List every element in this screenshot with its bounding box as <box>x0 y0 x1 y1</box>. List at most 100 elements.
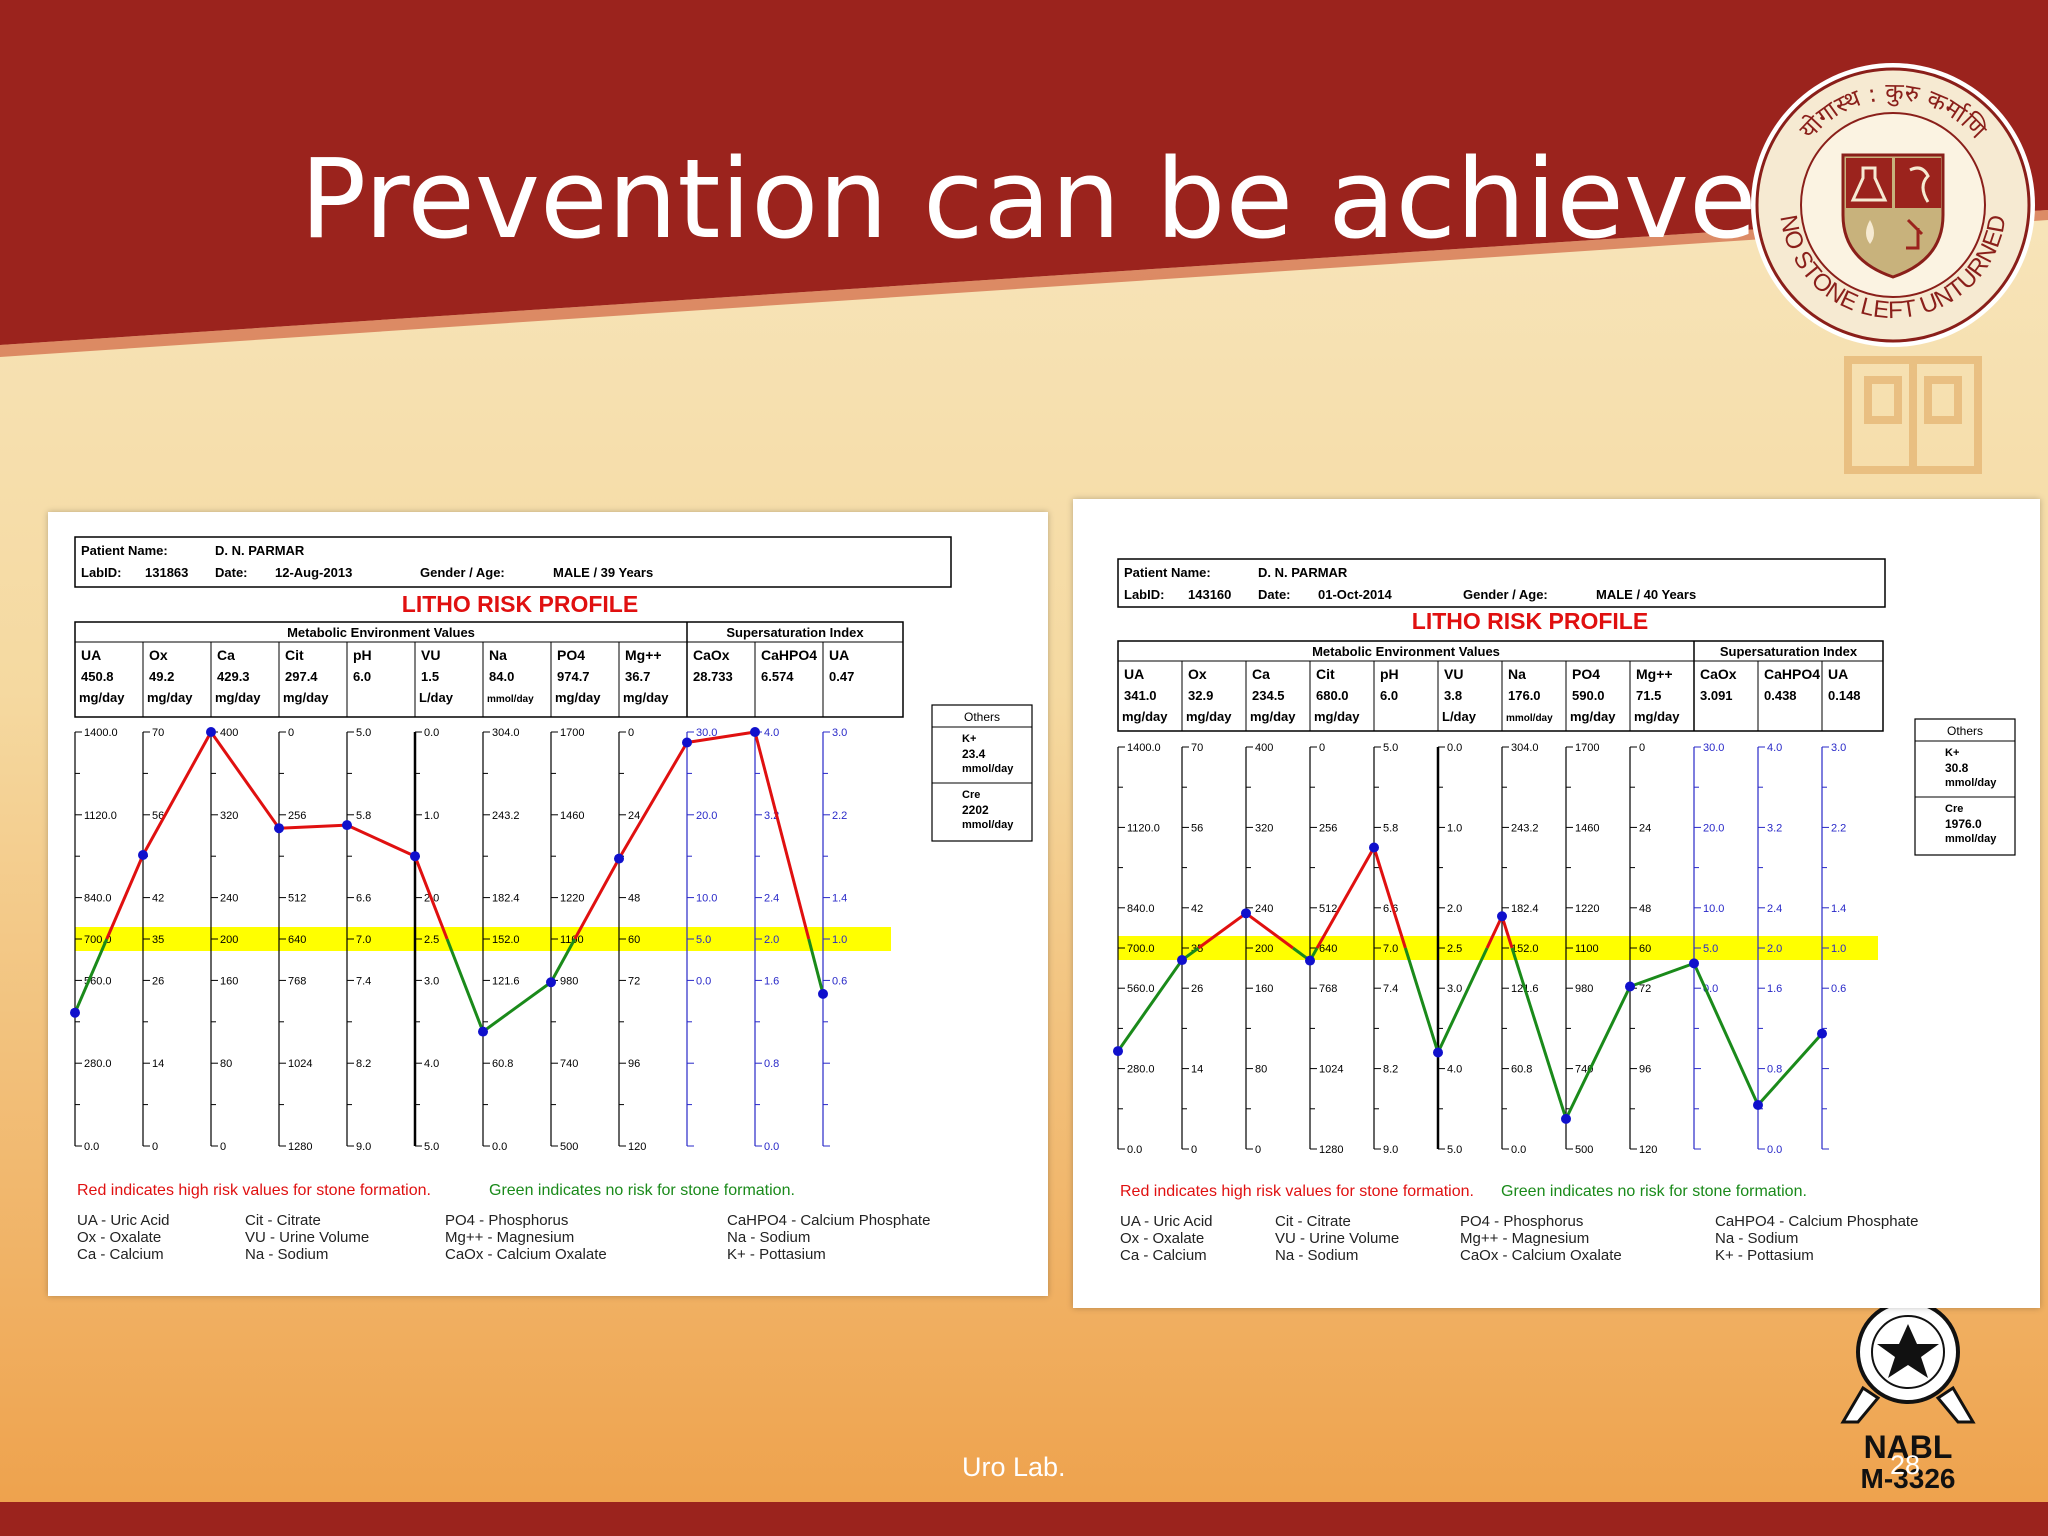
footer-bar <box>0 1502 2048 1536</box>
risk-line-segment <box>1500 915 1514 949</box>
tick-label: 0.6 <box>1831 983 1846 995</box>
tick-label: 120 <box>628 1141 646 1153</box>
others-cre-value: 1976.0 <box>1945 817 1982 831</box>
tick-label: 740 <box>560 1058 578 1070</box>
tick-label: 768 <box>288 975 306 987</box>
tick-label: 1460 <box>1575 822 1599 834</box>
tick-label: 4.0 <box>1767 742 1782 754</box>
tick-label: 10.0 <box>1703 903 1724 915</box>
data-point-CaHPO4 <box>750 727 760 737</box>
tick-label: 5.0 <box>356 727 371 739</box>
tick-label: 1280 <box>1319 1144 1343 1156</box>
tick-label: 700.0 <box>1127 943 1155 955</box>
abbreviation: PO4 - Phosphorus <box>1460 1213 1583 1230</box>
col-value-Ox: 32.9 <box>1188 688 1213 703</box>
col-value-Mg++: 36.7 <box>625 669 650 684</box>
risk-line-segment <box>1197 912 1247 950</box>
col-value-Na: 176.0 <box>1508 688 1541 703</box>
data-point-Na <box>1497 911 1507 922</box>
tick-label: 512 <box>288 893 306 905</box>
tick-label: 0 <box>288 727 294 739</box>
col-name-Na: Na <box>1508 666 1526 682</box>
col-name-Na: Na <box>489 647 507 663</box>
tick-label: 240 <box>1255 903 1273 915</box>
tick-label: 1024 <box>1319 1064 1343 1076</box>
tick-label: 1120.0 <box>1127 822 1160 834</box>
tick-label: 0.0 <box>1767 1144 1782 1156</box>
tick-label: 512 <box>1319 903 1337 915</box>
col-name-VU: VU <box>1444 666 1463 682</box>
col-unit-PO4: mg/day <box>555 690 601 705</box>
risk-line-segment <box>445 938 485 1033</box>
tick-label: 48 <box>1639 903 1651 915</box>
col-name-Cit: Cit <box>1316 666 1335 682</box>
chart-title: LITHO RISK PROFILE <box>1412 608 1648 634</box>
footer-label: Uro Lab. <box>962 1452 1066 1482</box>
tick-label: 0 <box>152 1141 158 1153</box>
tick-label: 7.4 <box>1383 983 1398 995</box>
value-table <box>74 621 904 718</box>
date-value: 01-Oct-2014 <box>1318 587 1392 602</box>
group-super-label: Supersaturation Index <box>1720 644 1858 659</box>
risk-line-segment <box>346 823 416 858</box>
tick-label: 6.6 <box>356 893 371 905</box>
tick-label: 4.0 <box>1447 1064 1462 1076</box>
patient-name: D. N. PARMAR <box>215 543 305 558</box>
tick-label: 280.0 <box>84 1058 112 1070</box>
tick-label: 5.0 <box>1447 1144 1462 1156</box>
labid-value: 131863 <box>145 565 188 580</box>
col-value-CaOx: 3.091 <box>1700 688 1733 703</box>
tick-label: 24 <box>628 810 640 822</box>
col-value-Na: 84.0 <box>489 669 514 684</box>
col-name-Ca: Ca <box>1252 666 1270 682</box>
risk-line-segment <box>1403 947 1440 1053</box>
tick-label: 320 <box>1255 822 1273 834</box>
tick-label: 2.2 <box>832 810 847 822</box>
tick-label: 1.0 <box>424 810 439 822</box>
col-unit-Ox: mg/day <box>147 690 193 705</box>
col-name-Ox: Ox <box>149 647 168 663</box>
tick-label: 400 <box>1255 742 1273 754</box>
risk-line-segment <box>549 938 577 983</box>
tick-label: 640 <box>288 934 306 946</box>
tick-label: 2.0 <box>764 934 779 946</box>
others-cre-unit: mmol/day <box>1945 833 1997 845</box>
risk-line-segment <box>1510 947 1568 1120</box>
tick-label: 0.0 <box>1447 742 1462 754</box>
col-name-Ox: Ox <box>1188 666 1207 682</box>
tick-label: 5.0 <box>424 1141 439 1153</box>
tick-label: 56 <box>1191 822 1203 834</box>
tick-label: 500 <box>560 1141 578 1153</box>
group-metabolic-label: Metabolic Environment Values <box>287 625 475 640</box>
tick-label: 152.0 <box>1511 943 1539 955</box>
tick-label: 1220 <box>560 893 584 905</box>
tick-label: 256 <box>1319 822 1337 834</box>
others-title: Others <box>1947 724 1983 738</box>
risk-line-segment <box>753 731 811 940</box>
tick-label: 640 <box>1319 943 1337 955</box>
col-value-UA: 450.8 <box>81 669 114 684</box>
abbreviation: PO4 - Phosphorus <box>445 1212 568 1229</box>
litho-chart-2014: Patient Name: D. N. PARMAR LabID: 143160 Dat… <box>1113 558 2016 1264</box>
tick-label: 2.5 <box>424 934 439 946</box>
tick-label: 1400.0 <box>84 727 118 739</box>
others-box <box>1914 718 2016 856</box>
nabl-code: M-3326 <box>1861 1463 1956 1494</box>
tick-label: 560.0 <box>1127 983 1155 995</box>
risk-line-segment <box>105 854 145 940</box>
tick-label: 400 <box>220 727 238 739</box>
legend-green: Green indicates no risk for stone format… <box>1501 1183 1807 1200</box>
tick-label: 1700 <box>560 727 584 739</box>
date-value: 12-Aug-2013 <box>275 565 352 580</box>
data-point-Ox <box>138 850 148 861</box>
others-k-label: K+ <box>962 733 976 745</box>
patient-name: D. N. PARMAR <box>1258 565 1348 580</box>
risk-line-segment <box>573 857 621 940</box>
tick-label: 2.0 <box>1447 903 1462 915</box>
seal-emblem: योगास्थ : कुरु कर्माणि NO STONE LEFT UNT… <box>1751 63 2035 347</box>
tick-label: 0.0 <box>492 1141 507 1153</box>
tick-label: 26 <box>1191 983 1203 995</box>
col-name-PO4: PO4 <box>1572 666 1600 682</box>
risk-line-segment <box>1436 947 1489 1054</box>
tick-label: 3.0 <box>832 727 847 739</box>
